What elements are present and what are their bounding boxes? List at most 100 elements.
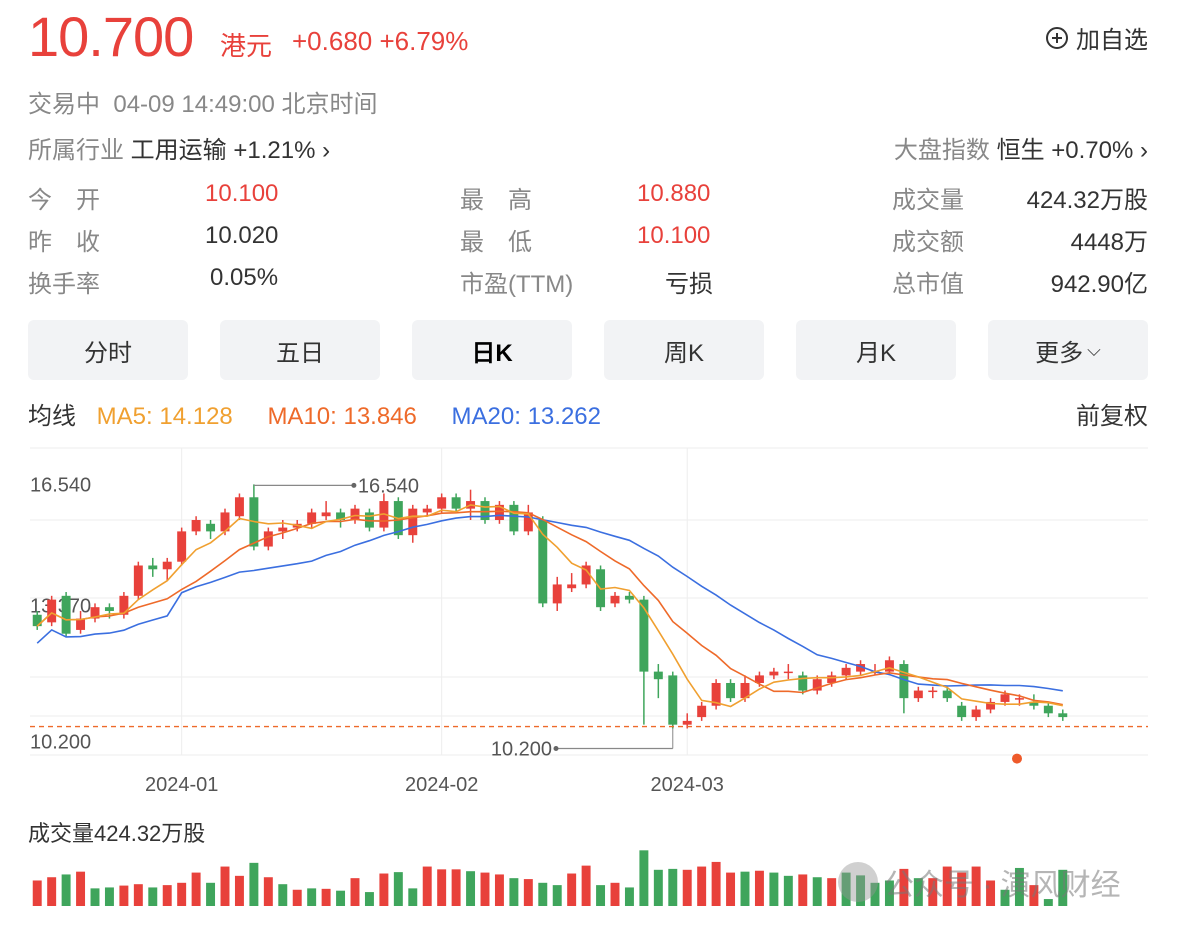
candle bbox=[523, 504, 533, 536]
candle bbox=[90, 603, 100, 623]
industry-change: +1.21% bbox=[233, 137, 316, 164]
adjustment-selector[interactable]: 前复权 bbox=[1076, 403, 1148, 430]
tab-more[interactable]: 更多 ⌵ bbox=[988, 320, 1148, 380]
candle-body bbox=[769, 671, 779, 676]
volume-bar bbox=[234, 875, 244, 906]
tab-weekly-k[interactable]: 周K bbox=[604, 320, 764, 380]
chart-grid: 2024-01 2024-02 2024-03 16.540 13.370 10.200 bbox=[30, 447, 1148, 796]
candle-body bbox=[783, 671, 793, 674]
volume-bar bbox=[307, 888, 317, 906]
tab-intraday[interactable]: 分时 bbox=[28, 320, 188, 380]
ma20-line bbox=[36, 514, 1063, 692]
max-marker-dot bbox=[351, 482, 357, 488]
candle-body bbox=[754, 675, 764, 683]
volume-bar bbox=[884, 880, 894, 906]
ma20-value: MA20: 13.262 bbox=[451, 403, 601, 430]
candle-body bbox=[1014, 698, 1024, 700]
candle-body bbox=[827, 675, 837, 683]
candle bbox=[1058, 709, 1068, 721]
volume-bar bbox=[538, 882, 548, 906]
candle bbox=[798, 671, 808, 695]
candle-body bbox=[928, 690, 938, 693]
volume-bar bbox=[47, 877, 57, 906]
volume-bar bbox=[364, 892, 374, 906]
volume-bar bbox=[827, 878, 837, 906]
industry-link[interactable]: 所属行业 工用运输 +1.21% › bbox=[28, 130, 330, 165]
candle bbox=[480, 497, 490, 524]
industry-name: 工用运输 bbox=[130, 137, 227, 164]
volume-bar bbox=[928, 878, 938, 906]
candle-body bbox=[480, 501, 490, 521]
volume-bar bbox=[61, 874, 71, 906]
ma-label: 均线 bbox=[28, 403, 76, 430]
candle-body bbox=[913, 690, 923, 699]
candle-body bbox=[76, 618, 86, 630]
volume-bar bbox=[148, 887, 158, 906]
candle-body bbox=[697, 705, 707, 718]
candle bbox=[249, 484, 259, 551]
volume-bar bbox=[668, 868, 678, 906]
volume-bar bbox=[278, 884, 288, 906]
market-cap-label: 总市值 bbox=[892, 271, 964, 298]
volume-bar bbox=[639, 850, 649, 906]
index-label: 大盘指数 bbox=[893, 137, 990, 164]
volume-bar bbox=[249, 862, 259, 906]
candle-body bbox=[552, 584, 562, 604]
candle bbox=[913, 686, 923, 702]
tab-five-day[interactable]: 五日 bbox=[220, 320, 380, 380]
volume-bar bbox=[336, 890, 346, 906]
candle-body bbox=[206, 523, 216, 532]
kline-chart[interactable]: 2024-01 2024-02 2024-0316.54013.37010.200 … bbox=[0, 440, 1202, 810]
prev-close-label: 昨 收 bbox=[28, 229, 100, 256]
candle bbox=[379, 493, 389, 532]
volume-bar bbox=[740, 871, 750, 906]
volume-bar bbox=[263, 877, 273, 906]
volume-bar bbox=[191, 872, 201, 906]
candle-body bbox=[986, 701, 996, 710]
candle bbox=[307, 508, 317, 528]
volume-value: 424.32万股 bbox=[1026, 187, 1148, 214]
volume-bar bbox=[581, 865, 591, 906]
volume-bar bbox=[523, 879, 533, 906]
candle-body bbox=[682, 720, 692, 725]
volume-bar bbox=[480, 872, 490, 906]
candle-body bbox=[47, 599, 57, 623]
tab-more-label: 更多 bbox=[1035, 339, 1084, 367]
annotations-group: 16.540 10.200 bbox=[30, 475, 1148, 764]
ma10-value: MA10: 13.846 bbox=[267, 403, 417, 430]
ma5-value: MA5: 14.128 bbox=[96, 403, 233, 430]
volume-bar bbox=[856, 875, 866, 906]
candle bbox=[856, 660, 866, 676]
index-link[interactable]: 大盘指数 恒生 +0.70% › bbox=[894, 130, 1148, 165]
pe-label: 市盈(TTM) bbox=[460, 271, 574, 298]
currency-unit: 港元 bbox=[220, 31, 273, 61]
candle bbox=[986, 698, 996, 714]
candle-body bbox=[798, 675, 808, 691]
volume-bars-group bbox=[32, 850, 1068, 906]
volume-bar bbox=[682, 869, 692, 906]
volume-bar bbox=[177, 882, 187, 906]
volume-bar bbox=[119, 885, 129, 906]
candle bbox=[1043, 701, 1053, 718]
volume-bar bbox=[899, 868, 909, 906]
candle-body bbox=[191, 520, 201, 532]
candle-body bbox=[899, 664, 909, 699]
watermark: 公众号 · 演风财经 bbox=[838, 860, 1121, 904]
candle bbox=[610, 592, 620, 608]
volume-bar bbox=[321, 888, 331, 906]
ma5-line bbox=[36, 504, 1063, 708]
tab-monthly-k[interactable]: 月K bbox=[796, 320, 956, 380]
open-value: 10.100 bbox=[205, 180, 279, 207]
plus-icon bbox=[1046, 26, 1068, 49]
candle-body bbox=[581, 565, 591, 585]
candle bbox=[234, 493, 244, 521]
candle bbox=[321, 501, 331, 521]
candle bbox=[552, 576, 562, 611]
candle bbox=[61, 592, 71, 638]
status-time: 04-09 14:49:00 北京时间 bbox=[113, 91, 378, 118]
tab-daily-k[interactable]: 日K bbox=[412, 320, 572, 380]
add-watchlist-button[interactable]: 加自选 bbox=[1046, 20, 1148, 55]
candle-body bbox=[653, 671, 663, 680]
candle-body bbox=[90, 607, 100, 619]
candle bbox=[639, 595, 649, 725]
